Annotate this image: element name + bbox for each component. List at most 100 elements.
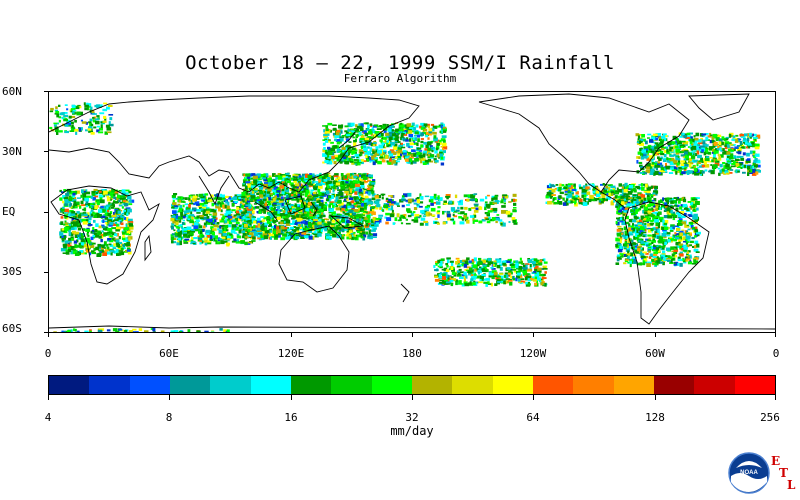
rain-cell [537,269,542,273]
rain-cell [73,240,78,244]
rain-cell [527,282,530,285]
rain-cell [254,225,259,228]
rain-cell [206,241,212,245]
rain-cell [244,204,248,208]
rain-cell [565,183,568,188]
rain-cell [122,244,125,248]
rain-cell [379,218,382,220]
rain-cell [174,224,177,227]
rain-cell [329,198,332,201]
rain-cell [354,191,358,195]
rain-cell [362,131,365,134]
rain-cell [369,211,375,215]
rain-cell [59,189,62,193]
rain-cell [466,198,470,202]
rain-cell [428,129,432,134]
rain-cell [281,178,284,182]
rain-cell [492,264,495,267]
rain-cell [334,228,339,231]
rain-cell [636,220,641,223]
rain-cell [216,222,220,225]
rain-cell [523,272,526,276]
rain-cell [401,204,405,208]
rain-cell [358,202,362,205]
rain-cell [361,213,366,216]
rain-cell [525,264,528,269]
rain-cell [257,189,263,192]
rain-cell [184,203,189,206]
rain-cell [327,122,333,126]
rain-cell [381,142,384,146]
rain-cell [349,184,355,189]
rain-cell [361,190,366,194]
rain-cell [581,192,584,195]
rain-cell [120,251,125,256]
rain-cell [242,221,247,224]
rain-cell [581,194,584,198]
rain-cell [317,213,321,217]
rain-cell [316,200,321,203]
rain-cell [76,225,82,228]
rain-cell [96,232,101,235]
rain-cell [364,181,368,183]
lat-label-30n: 30N [2,145,22,158]
rain-cell [363,130,367,134]
rain-cell [611,192,614,196]
rain-cell [334,199,338,203]
rain-cell [231,224,237,228]
rain-cell [418,152,423,155]
rain-cell [379,125,382,128]
rain-cell [369,236,373,240]
rain-cell [103,232,108,235]
rain-cell [346,186,349,189]
rain-cell [81,189,84,194]
rain-cell [346,152,351,156]
lat-label-30s: 30S [2,265,22,278]
rain-cell [110,252,113,256]
rain-cell [218,238,223,241]
rain-cell [474,219,478,222]
rain-cell [368,141,372,146]
rain-cell [423,220,428,223]
rain-cell [654,185,658,190]
rain-cell [111,214,117,218]
rain-cell [416,197,420,199]
rain-cell [194,227,199,232]
rain-cell [120,226,125,229]
rain-cell [363,205,367,210]
rain-cell [555,184,559,186]
rain-cell [93,214,99,218]
rain-cell [518,268,523,272]
rain-cell [326,155,330,158]
rain-cell [482,278,488,281]
rain-cell [109,235,114,237]
rain-cell [500,278,504,283]
rain-cell [210,194,214,198]
rain-cell [366,146,370,149]
rain-cell [488,275,493,278]
rain-cell [485,283,488,287]
rain-cell [503,275,507,278]
rain-cell [181,200,185,203]
rain-cell [175,221,179,226]
rain-cell [239,227,243,231]
rain-cell [391,150,395,154]
rain-cell [407,151,412,156]
rain-cell [353,159,359,161]
rain-cell [109,194,113,196]
rain-cell [651,199,655,202]
rain-cell [349,130,353,132]
rain-cell [374,157,378,160]
rain-cell [574,202,577,205]
rain-cell [481,219,486,222]
rain-cell [101,224,105,227]
lat-tick [44,332,48,333]
rain-cell [594,197,600,200]
rain-cell [637,193,641,196]
rain-cell [377,160,382,165]
rain-cell [72,215,76,218]
rain-cell [201,206,207,209]
rain-cell [267,200,271,203]
rain-cell [436,153,440,158]
rain-cell [197,237,203,240]
